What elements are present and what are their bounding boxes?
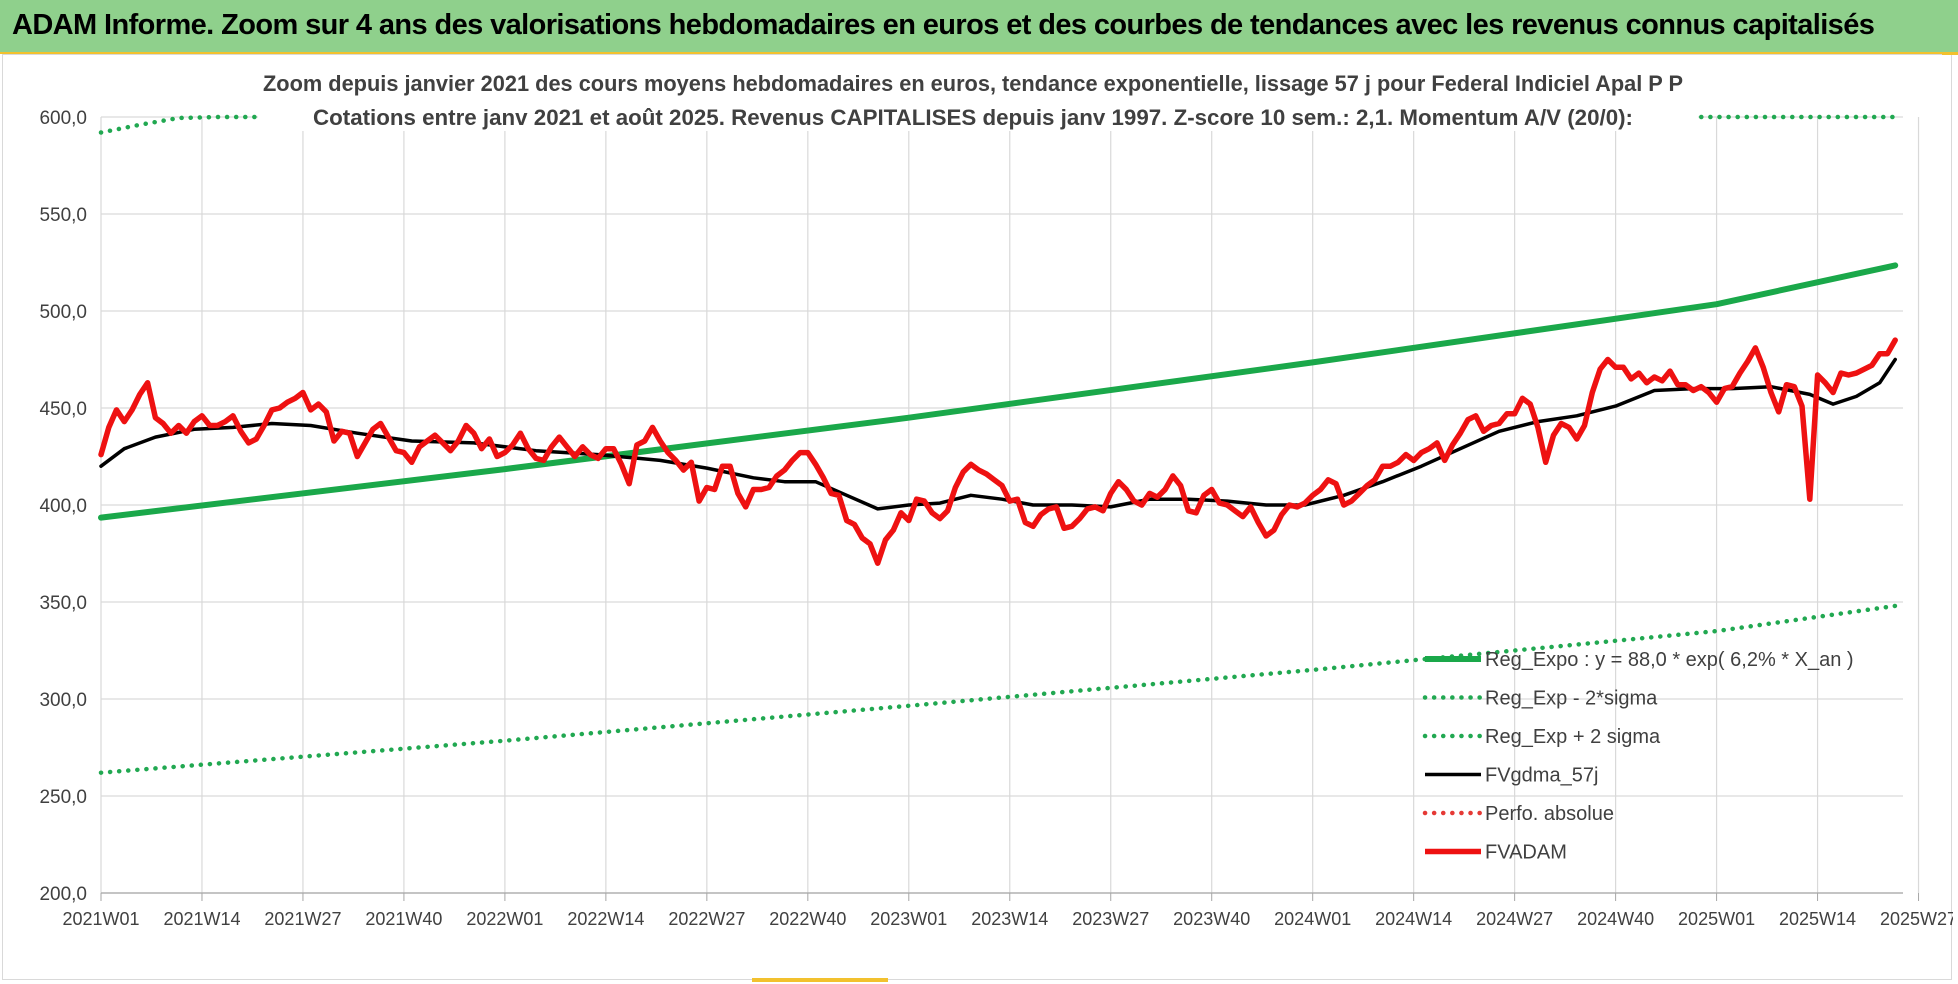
series-line-reg_expo — [98, 262, 1899, 521]
y-tick-label: 250,0 — [39, 787, 87, 808]
x-tick-label: 2022W14 — [567, 909, 644, 929]
x-tick-label: 2024W40 — [1577, 909, 1654, 929]
x-tick-label: 2023W14 — [971, 909, 1048, 929]
legend: Reg_Expo : y = 88,0 * exp( 6,2% * X_an )… — [1422, 649, 1854, 864]
series-line-fvgdma_57j — [99, 357, 1897, 511]
x-tick-label: 2024W14 — [1375, 909, 1452, 929]
x-tick-label: 2025W14 — [1779, 909, 1856, 929]
x-tick-label: 2024W01 — [1274, 909, 1351, 929]
y-tick-label: 450,0 — [39, 399, 87, 420]
x-tick-label: 2022W40 — [769, 909, 846, 929]
y-tick-label: 550,0 — [39, 205, 87, 226]
report-banner: ADAM Informe. Zoom sur 4 ans des valoris… — [0, 0, 1958, 54]
x-tick-label: 2025W27 — [1880, 909, 1953, 929]
x-tick-label: 2023W40 — [1173, 909, 1250, 929]
chart-title: Zoom depuis janvier 2021 des cours moyen… — [263, 71, 1683, 96]
banner-title: ADAM Informe. Zoom sur 4 ans des valoris… — [12, 9, 1875, 41]
series-line-fvadam — [98, 337, 1898, 566]
x-tick-label: 2023W27 — [1072, 909, 1149, 929]
legend-label: Reg_Exp + 2 sigma — [1485, 726, 1661, 748]
y-axis-tick-labels: 200,0 250,0 300,0 350,0 400,0 450,0 500,0 550,0… — [39, 108, 87, 905]
y-tick-label: 600,0 — [39, 108, 87, 129]
y-tick-label: 350,0 — [39, 593, 87, 614]
x-tick-label: 2021W01 — [62, 909, 139, 929]
legend-label: Reg_Exp - 2*sigma — [1485, 688, 1658, 710]
legend-label: Perfo. absolue — [1485, 803, 1614, 825]
title-backdrop — [258, 59, 1698, 131]
x-axis-tick-labels: 2021W01 2021W14 2021W27 2021W40 2022W01 2022W… — [62, 909, 1953, 929]
x-tick-label: 2021W14 — [163, 909, 240, 929]
x-tick-label: 2022W27 — [668, 909, 745, 929]
sheet-edge-marker — [1942, 52, 1958, 55]
y-tick-label: 200,0 — [39, 884, 87, 905]
x-tick-label: 2023W01 — [870, 909, 947, 929]
x-tick-label: 2025W01 — [1678, 909, 1755, 929]
legend-label: FVADAM — [1485, 842, 1567, 864]
line-chart: 200,0 250,0 300,0 350,0 400,0 450,0 500,0 550,0… — [39, 59, 1953, 929]
x-tick-label: 2024W27 — [1476, 909, 1553, 929]
x-tick-label: 2021W40 — [365, 909, 442, 929]
y-tick-label: 400,0 — [39, 496, 87, 517]
series-line-reg_exp — [98, 603, 1898, 775]
x-tick-label: 2022W01 — [466, 909, 543, 929]
series-line-reg_exp — [98, 114, 1898, 135]
y-tick-label: 300,0 — [39, 690, 87, 711]
series-lines — [98, 114, 1899, 775]
x-tick-label: 2021W27 — [264, 909, 341, 929]
legend-label: Reg_Expo : y = 88,0 * exp( 6,2% * X_an ) — [1485, 649, 1854, 671]
legend-label: FVgdma_57j — [1485, 765, 1598, 787]
chart-subtitle: Cotations entre janv 2021 et août 2025. … — [313, 105, 1633, 130]
chart-area: 200,0 250,0 300,0 350,0 400,0 450,0 500,0 550,0… — [2, 54, 1953, 980]
sheet-selection-marker — [752, 978, 888, 982]
y-tick-label: 500,0 — [39, 302, 87, 323]
gridlines — [100, 116, 1920, 901]
